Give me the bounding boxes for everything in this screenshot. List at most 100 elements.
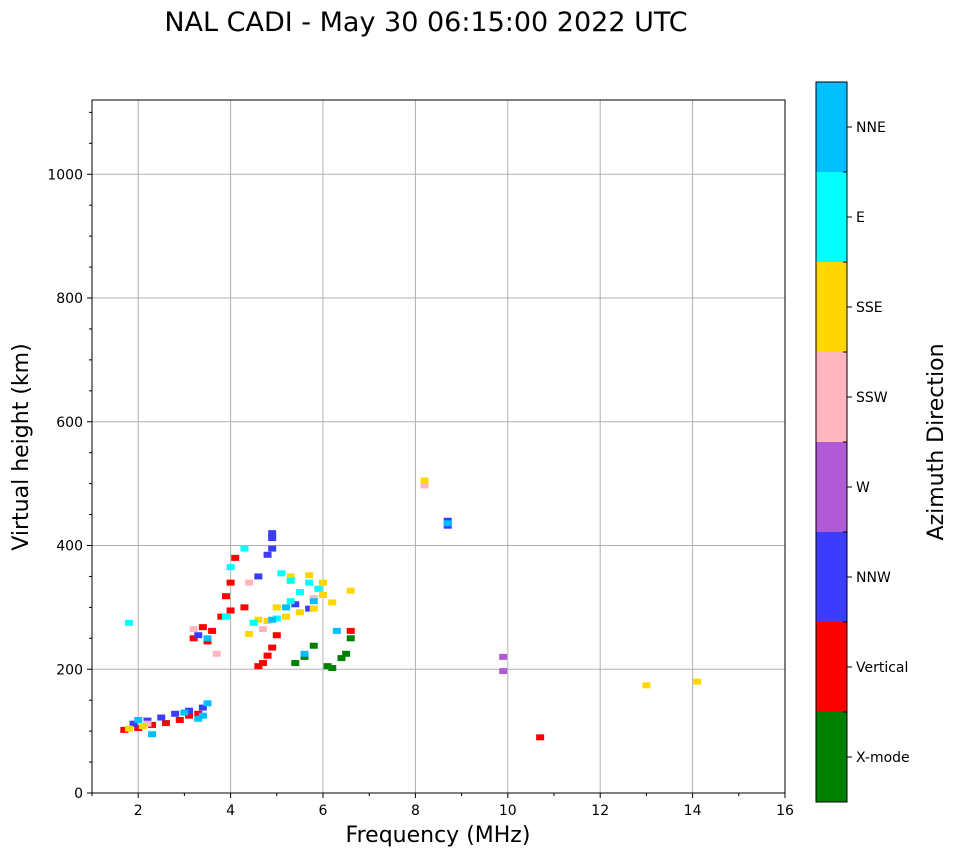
colorbar-segment bbox=[816, 442, 847, 532]
colorbar-segment bbox=[816, 712, 847, 802]
data-point-nne bbox=[134, 716, 143, 723]
data-point-vertical bbox=[120, 726, 129, 733]
data-point-e bbox=[277, 570, 286, 577]
data-point-e bbox=[286, 598, 295, 605]
data-points bbox=[120, 477, 702, 741]
y-tick-label: 400 bbox=[56, 539, 83, 555]
data-point-x-mode bbox=[342, 650, 351, 657]
data-point-sse bbox=[124, 725, 133, 732]
data-point-nne bbox=[198, 712, 207, 719]
y-tick-label: 1000 bbox=[47, 167, 83, 183]
x-tick-label: 2 bbox=[134, 803, 143, 819]
data-point-nnw bbox=[268, 535, 277, 542]
data-point-x-mode bbox=[328, 665, 337, 672]
data-point-x-mode bbox=[309, 642, 318, 649]
colorbar-label: Azimuth Direction bbox=[924, 343, 949, 540]
data-point-sse bbox=[328, 599, 337, 606]
data-point-x-mode bbox=[291, 660, 300, 667]
data-point-nne bbox=[309, 598, 318, 605]
data-point-vertical bbox=[175, 716, 184, 723]
data-point-sse bbox=[254, 616, 263, 623]
data-point-nnw bbox=[129, 720, 138, 727]
x-tick-label: 12 bbox=[591, 803, 609, 819]
data-point-x-mode bbox=[346, 635, 355, 642]
y-tick-label: 800 bbox=[56, 291, 83, 307]
data-point-vertical bbox=[226, 607, 235, 614]
data-point-vertical bbox=[198, 624, 207, 631]
data-point-e bbox=[221, 613, 230, 620]
data-point-vertical bbox=[240, 604, 249, 611]
chart-title: NAL CADI - May 30 06:15:00 2022 UTC bbox=[164, 7, 687, 38]
colorbar-frame bbox=[815, 81, 848, 803]
data-point-x-mode bbox=[337, 655, 346, 662]
plot-frame bbox=[91, 99, 786, 794]
data-point-sse bbox=[693, 678, 702, 685]
data-point-vertical bbox=[161, 720, 170, 727]
data-point-e bbox=[272, 615, 281, 622]
data-point-nnw bbox=[194, 632, 203, 639]
data-point-sse bbox=[420, 477, 429, 484]
y-tick-label: 600 bbox=[56, 415, 83, 431]
data-point-nne bbox=[300, 650, 309, 657]
x-tick-label: 16 bbox=[776, 803, 794, 819]
data-point-ssw bbox=[420, 482, 429, 489]
data-point-vertical bbox=[263, 652, 272, 659]
data-point-vertical bbox=[148, 721, 157, 728]
data-point-vertical bbox=[185, 712, 194, 719]
data-point-nne bbox=[203, 700, 212, 707]
data-point-nnw bbox=[254, 573, 263, 580]
data-point-nne bbox=[332, 627, 341, 634]
data-point-vertical bbox=[194, 710, 203, 717]
data-point-nnw bbox=[291, 601, 300, 608]
data-point-nne bbox=[282, 604, 291, 611]
data-point-sse bbox=[263, 617, 272, 624]
data-point-nnw bbox=[268, 545, 277, 552]
data-point-sse bbox=[642, 682, 651, 689]
data-point-nnw bbox=[185, 707, 194, 714]
data-point-nnw bbox=[268, 530, 277, 537]
data-point-sse bbox=[319, 592, 327, 598]
y-tick-label: 200 bbox=[56, 662, 83, 678]
x-tick-label: 6 bbox=[319, 803, 328, 819]
x-tick-label: 4 bbox=[226, 803, 235, 819]
data-point-vertical bbox=[536, 734, 545, 741]
data-point-vertical bbox=[346, 627, 355, 634]
data-point-sse bbox=[286, 573, 295, 580]
data-point-nne bbox=[194, 715, 203, 722]
colorbar-segment bbox=[816, 352, 847, 442]
data-point-e bbox=[240, 545, 249, 552]
data-point-ssw bbox=[143, 720, 152, 727]
data-point-sse bbox=[319, 579, 327, 586]
data-point-ssw bbox=[212, 650, 221, 657]
data-point-sse bbox=[245, 630, 254, 637]
colorbar-tick-label: SSW bbox=[856, 390, 888, 406]
colorbar-segment bbox=[816, 172, 847, 262]
axes: 2 4 6 8 10 12 14 16 0 200 400 600 800 1000 bbox=[47, 111, 794, 819]
data-point-sse bbox=[305, 572, 314, 579]
data-point-ssw bbox=[189, 626, 198, 633]
colorbar-tick-label: SSE bbox=[856, 300, 883, 316]
data-point-nnw bbox=[171, 710, 180, 717]
data-point-e bbox=[226, 564, 235, 571]
data-point-vertical bbox=[254, 663, 263, 670]
data-point-sse bbox=[138, 723, 147, 730]
data-point-vertical bbox=[272, 632, 281, 639]
data-point-vertical bbox=[268, 644, 277, 651]
plot-area bbox=[92, 100, 785, 793]
data-point-nne bbox=[203, 635, 212, 642]
data-point-e bbox=[286, 577, 295, 584]
data-point-nnw bbox=[198, 704, 207, 711]
data-point-nnw bbox=[157, 714, 166, 721]
x-axis-label: Frequency (MHz) bbox=[346, 823, 531, 848]
data-point-nne bbox=[268, 616, 277, 623]
y-tick-label: 0 bbox=[74, 786, 83, 802]
data-point-x-mode bbox=[300, 653, 309, 660]
data-point-nnw bbox=[143, 717, 152, 724]
grid bbox=[92, 100, 786, 793]
y-axis-label: Virtual height (km) bbox=[9, 343, 34, 550]
data-point-e bbox=[305, 579, 314, 586]
data-point-ssw bbox=[258, 626, 267, 633]
data-point-nne bbox=[443, 520, 452, 527]
data-point-sse bbox=[272, 604, 281, 611]
